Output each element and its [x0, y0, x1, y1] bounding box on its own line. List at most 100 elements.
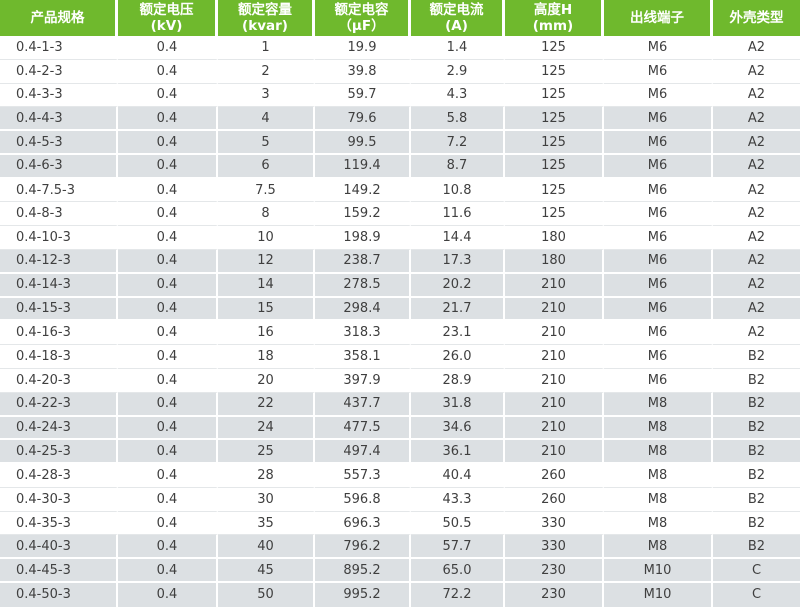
- cell-spec: 0.4-5-3: [0, 131, 118, 155]
- cell-spec: 0.4-12-3: [0, 250, 118, 274]
- cell-capacitance: 437.7: [315, 392, 411, 417]
- cell-terminal: M6: [604, 202, 713, 227]
- cell-capacity: 2: [218, 59, 315, 84]
- cell-voltage: 0.4: [118, 154, 218, 179]
- cell-capacitance: 477.5: [315, 416, 411, 441]
- table-header: 产品规格 额定电压 (kV) 额定容量 (kvar) 额定电容 （μF） 额定电…: [0, 0, 800, 36]
- cell-spec: 0.4-25-3: [0, 440, 118, 465]
- cell-capacitance: 198.9: [315, 226, 411, 251]
- cell-voltage: 0.4: [118, 250, 218, 274]
- cell-shell: B2: [713, 487, 800, 512]
- cell-terminal: M6: [604, 59, 713, 84]
- cell-shell: A2: [713, 321, 800, 346]
- cell-current: 11.6: [411, 202, 505, 227]
- cell-height: 125: [505, 59, 604, 84]
- table-row: 0.4-20-3 0.4 20 397.9 28.9 210 M6 B2: [0, 368, 800, 393]
- cell-height: 260: [505, 487, 604, 512]
- cell-voltage: 0.4: [118, 297, 218, 322]
- cell-terminal: M6: [604, 83, 713, 108]
- cell-capacity: 40: [218, 535, 315, 560]
- cell-capacity: 8: [218, 202, 315, 227]
- table-row: 0.4-45-3 0.4 45 895.2 65.0 230 M10 C: [0, 559, 800, 583]
- cell-spec: 0.4-30-3: [0, 487, 118, 512]
- cell-voltage: 0.4: [118, 440, 218, 465]
- cell-capacitance: 59.7: [315, 83, 411, 108]
- column-header-current: 额定电流 (A): [411, 0, 505, 36]
- cell-terminal: M8: [604, 440, 713, 465]
- table-row: 0.4-6-3 0.4 6 119.4 8.7 125 M6 A2: [0, 154, 800, 179]
- cell-current: 7.2: [411, 131, 505, 155]
- cell-capacity: 16: [218, 321, 315, 346]
- table-row: 0.4-18-3 0.4 18 358.1 26.0 210 M6 B2: [0, 345, 800, 369]
- cell-current: 50.5: [411, 511, 505, 536]
- cell-capacity: 3: [218, 83, 315, 108]
- cell-terminal: M10: [604, 559, 713, 583]
- cell-height: 180: [505, 226, 604, 251]
- cell-capacitance: 397.9: [315, 368, 411, 393]
- cell-capacitance: 358.1: [315, 345, 411, 369]
- cell-current: 21.7: [411, 297, 505, 322]
- cell-spec: 0.4-45-3: [0, 559, 118, 583]
- cell-shell: A2: [713, 107, 800, 132]
- column-header-label: 高度H: [533, 2, 573, 18]
- cell-spec: 0.4-24-3: [0, 416, 118, 441]
- cell-shell: C: [713, 559, 800, 583]
- cell-terminal: M8: [604, 535, 713, 560]
- cell-current: 34.6: [411, 416, 505, 441]
- cell-capacitance: 318.3: [315, 321, 411, 346]
- cell-capacitance: 159.2: [315, 202, 411, 227]
- column-header-unit: （μF）: [338, 18, 385, 34]
- cell-voltage: 0.4: [118, 464, 218, 488]
- cell-spec: 0.4-3-3: [0, 83, 118, 108]
- cell-terminal: M6: [604, 250, 713, 274]
- cell-shell: A2: [713, 297, 800, 322]
- cell-capacitance: 79.6: [315, 107, 411, 132]
- cell-current: 14.4: [411, 226, 505, 251]
- cell-height: 125: [505, 36, 604, 60]
- cell-capacitance: 596.8: [315, 487, 411, 512]
- table-row: 0.4-40-3 0.4 40 796.2 57.7 330 M8 B2: [0, 535, 800, 560]
- cell-shell: C: [713, 582, 800, 607]
- cell-current: 1.4: [411, 36, 505, 60]
- cell-spec: 0.4-4-3: [0, 107, 118, 132]
- table-row: 0.4-7.5-3 0.4 7.5 149.2 10.8 125 M6 A2: [0, 178, 800, 203]
- table-row: 0.4-1-3 0.4 1 19.9 1.4 125 M6 A2: [0, 36, 800, 60]
- cell-shell: A2: [713, 131, 800, 155]
- cell-shell: A2: [713, 202, 800, 227]
- cell-spec: 0.4-2-3: [0, 59, 118, 84]
- cell-shell: B2: [713, 535, 800, 560]
- cell-shell: B2: [713, 345, 800, 369]
- cell-capacity: 18: [218, 345, 315, 369]
- column-header-unit: (mm): [532, 18, 574, 34]
- cell-height: 210: [505, 297, 604, 322]
- cell-capacity: 50: [218, 582, 315, 607]
- cell-shell: A2: [713, 83, 800, 108]
- cell-voltage: 0.4: [118, 226, 218, 251]
- cell-terminal: M8: [604, 416, 713, 441]
- cell-spec: 0.4-35-3: [0, 511, 118, 536]
- cell-shell: A2: [713, 178, 800, 203]
- column-header-unit: (A): [445, 18, 468, 34]
- cell-voltage: 0.4: [118, 511, 218, 536]
- cell-capacitance: 99.5: [315, 131, 411, 155]
- cell-voltage: 0.4: [118, 273, 218, 298]
- column-header-height: 高度H (mm): [505, 0, 604, 36]
- cell-height: 125: [505, 202, 604, 227]
- cell-spec: 0.4-14-3: [0, 273, 118, 298]
- cell-height: 125: [505, 131, 604, 155]
- table-row: 0.4-28-3 0.4 28 557.3 40.4 260 M8 B2: [0, 464, 800, 488]
- column-header-label: 额定电压: [139, 2, 194, 18]
- cell-current: 5.8: [411, 107, 505, 132]
- column-header-label: 产品规格: [30, 10, 85, 26]
- cell-capacitance: 557.3: [315, 464, 411, 488]
- cell-current: 2.9: [411, 59, 505, 84]
- cell-current: 57.7: [411, 535, 505, 560]
- cell-terminal: M8: [604, 487, 713, 512]
- cell-capacity: 35: [218, 511, 315, 536]
- cell-height: 210: [505, 345, 604, 369]
- cell-capacitance: 39.8: [315, 59, 411, 84]
- cell-capacitance: 19.9: [315, 36, 411, 60]
- cell-capacitance: 278.5: [315, 273, 411, 298]
- cell-capacity: 4: [218, 107, 315, 132]
- cell-spec: 0.4-22-3: [0, 392, 118, 417]
